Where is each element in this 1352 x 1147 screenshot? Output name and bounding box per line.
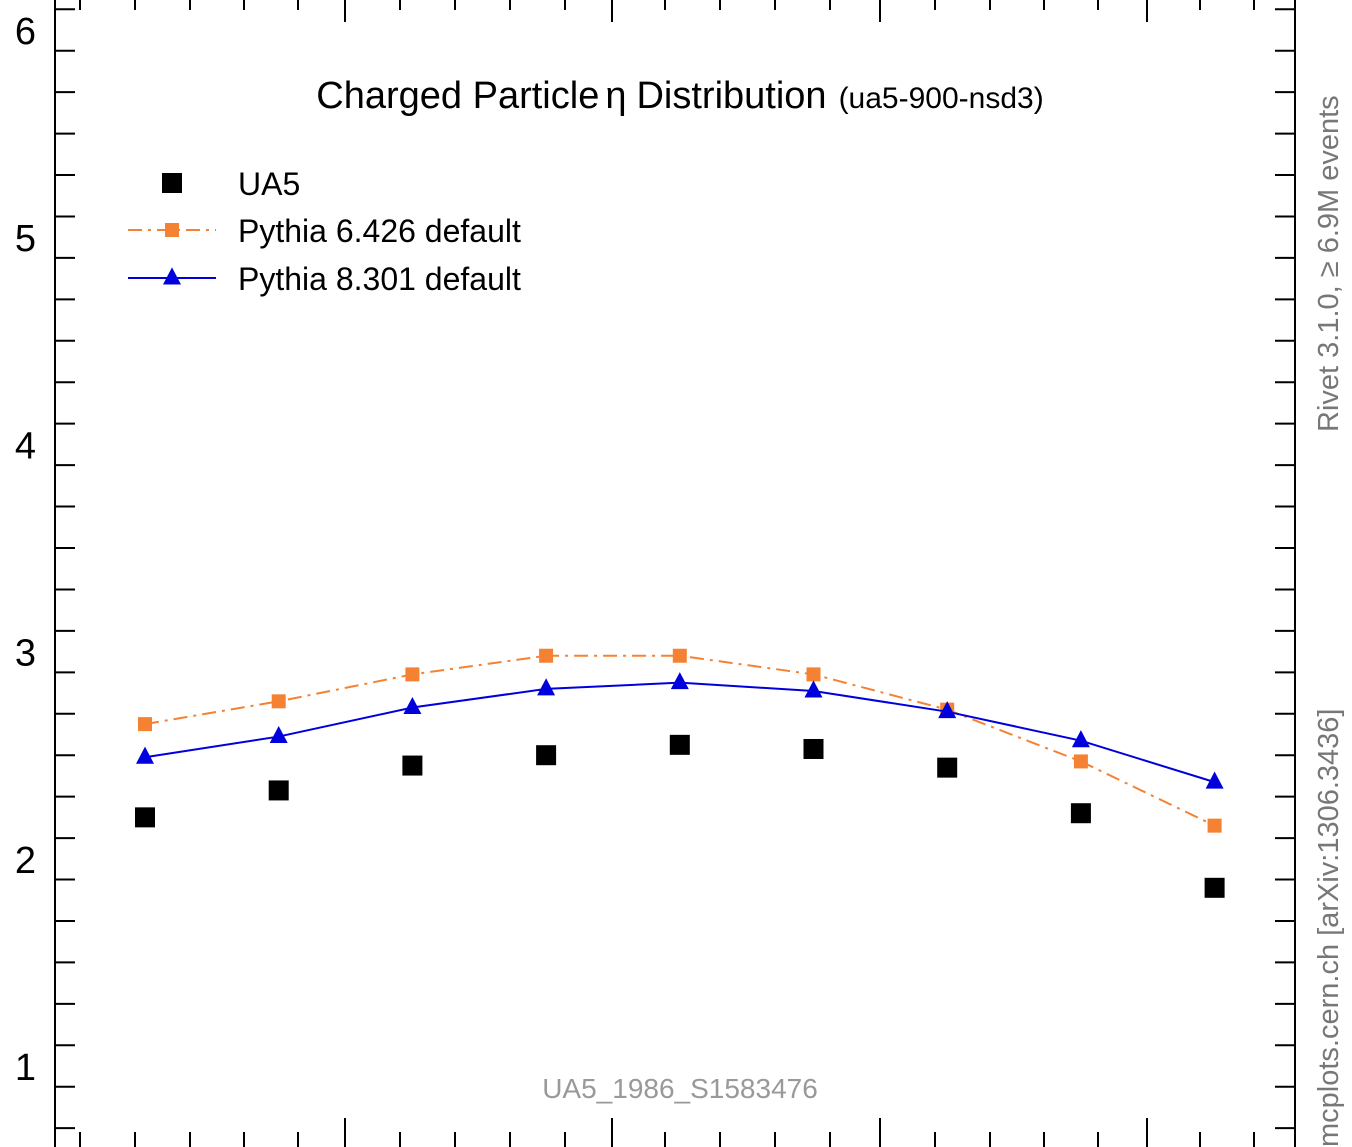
series-line — [144, 654, 1216, 827]
data-point — [135, 807, 155, 828]
y-tick-label: 1 — [15, 1047, 36, 1089]
data-point — [670, 672, 689, 690]
data-point — [402, 755, 423, 776]
legend-marker — [163, 267, 181, 285]
y-tick-label: 3 — [15, 633, 36, 675]
data-point — [403, 696, 422, 715]
data-point — [539, 648, 554, 663]
series-pythia-6-426-default — [138, 648, 1222, 833]
data-point — [1070, 803, 1091, 824]
data-point — [803, 738, 824, 759]
data-point — [268, 780, 289, 801]
y-tick-label: 4 — [15, 425, 36, 467]
legend-item: UA5 — [162, 166, 300, 202]
data-point — [669, 734, 690, 755]
data-point — [1071, 730, 1090, 748]
y-tick-label: 2 — [15, 840, 36, 882]
data-point — [269, 725, 288, 744]
chart-title: Charged Particle η Distribution (ua5-900-ns… — [316, 75, 1043, 117]
data-point — [938, 701, 957, 719]
series-pythia-8-301-default — [136, 672, 1224, 789]
data-point — [537, 678, 556, 696]
data-point — [672, 648, 687, 663]
legend-label: Pythia 8.301 default — [238, 261, 521, 297]
legend-marker — [165, 223, 179, 237]
data-point — [1073, 754, 1088, 769]
side-label-top: Rivet 3.1.0, ≥ 6.9M events — [1313, 95, 1345, 432]
y-tick-labels: 1 2 3 4 5 6 — [15, 11, 36, 1089]
chart-title-suffix: Distribution — [636, 75, 826, 117]
data-point — [1207, 818, 1222, 833]
data-point — [937, 757, 958, 778]
data-point — [536, 745, 557, 766]
data-point — [1205, 771, 1224, 789]
axes-frame — [54, 0, 1296, 1147]
legend: UA5 Pythia 6.426 default Pythia 8.301 defa… — [128, 166, 521, 297]
data-point — [806, 667, 821, 682]
legend-label: Pythia 6.426 default — [238, 213, 521, 249]
analysis-label: UA5_1986_S1583476 — [542, 1073, 818, 1104]
legend-item: Pythia 6.426 default — [128, 213, 521, 249]
data-point — [136, 746, 154, 764]
y-tick-label: 5 — [15, 218, 36, 260]
legend-item: Pythia 8.301 default — [128, 261, 521, 297]
legend-marker — [162, 173, 182, 193]
legend-label: UA5 — [238, 166, 300, 202]
axis-ticks — [55, 0, 1295, 1147]
data-point — [138, 717, 152, 732]
side-label-bottom: mcplots.cern.ch [arXiv:1306.3436] — [1313, 709, 1345, 1147]
chart-title-symbol: η — [605, 75, 626, 117]
data-point — [271, 694, 286, 709]
chart-subtitle: (ua5-900-nsd3) — [839, 82, 1044, 115]
chart-title-main: Charged Particle — [316, 75, 599, 117]
data-point — [405, 667, 420, 682]
data-point — [804, 680, 823, 698]
y-tick-label: 6 — [15, 11, 36, 53]
series-layer — [135, 648, 1225, 898]
series-ua5 — [135, 734, 1225, 898]
data-point — [1204, 877, 1225, 898]
series-line — [144, 681, 1215, 784]
